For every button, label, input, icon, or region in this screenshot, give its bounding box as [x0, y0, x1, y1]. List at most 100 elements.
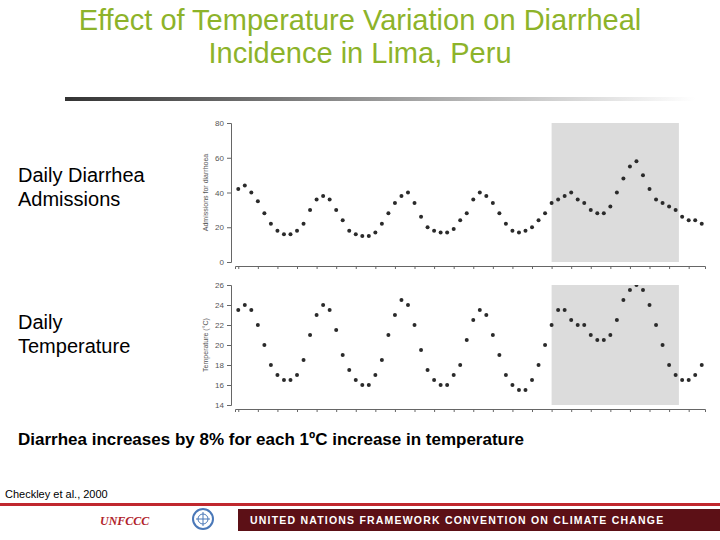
tick-mark	[395, 409, 396, 412]
x-tick	[650, 266, 651, 269]
data-point	[262, 211, 266, 215]
tick-mark	[454, 409, 455, 412]
data-point	[661, 201, 665, 205]
data-point	[582, 323, 586, 327]
data-point	[406, 303, 410, 307]
x-tick	[297, 266, 298, 269]
x-tick	[238, 409, 239, 412]
data-point	[589, 208, 593, 212]
x-tick	[473, 409, 474, 412]
x-axis	[236, 409, 706, 412]
data-point	[275, 229, 279, 233]
x-tick	[630, 266, 631, 269]
data-point	[445, 230, 449, 234]
x-tick	[454, 266, 455, 269]
x-tick	[238, 266, 239, 269]
x-tick	[434, 409, 435, 412]
data-point	[569, 318, 573, 322]
data-point	[654, 197, 658, 201]
data-point	[530, 225, 534, 229]
data-point	[484, 313, 488, 317]
data-point	[602, 211, 606, 215]
data-point	[602, 338, 606, 342]
data-point	[386, 333, 390, 337]
tick-label: 80	[215, 119, 224, 128]
tick-mark	[669, 266, 670, 269]
tick-mark	[689, 266, 690, 269]
y-axis: 020406080	[215, 119, 231, 267]
data-point	[608, 333, 612, 337]
x-tick	[434, 266, 435, 269]
tick-mark	[227, 385, 231, 386]
y-tick: 26	[215, 281, 231, 290]
tick-mark	[395, 266, 396, 269]
tick-mark	[532, 409, 533, 412]
data-point	[413, 323, 417, 327]
y-tick: 24	[215, 301, 231, 310]
data-point	[275, 373, 279, 377]
tick-mark	[356, 266, 357, 269]
slide-title: Effect of Temperature Variation on Diarr…	[70, 4, 650, 70]
data-point	[308, 208, 312, 212]
y-tick: 18	[215, 361, 231, 370]
data-point	[634, 159, 638, 163]
y-tick: 80	[215, 119, 231, 128]
x-tick	[630, 409, 631, 412]
tick-mark	[415, 409, 416, 412]
data-point	[269, 363, 273, 367]
data-point	[243, 184, 247, 188]
tick-mark	[277, 266, 278, 269]
data-point	[497, 353, 501, 357]
data-point	[550, 201, 554, 205]
tick-label: 24	[215, 301, 224, 310]
axis-title: Admissions for diarrhoea	[202, 154, 209, 232]
source: Checkley et al., 2000	[5, 488, 108, 500]
tick-label: 20	[215, 223, 224, 232]
data-point	[667, 363, 671, 367]
tick-mark	[297, 409, 298, 412]
data-point	[406, 191, 410, 195]
data-point	[373, 373, 377, 377]
tick-mark	[227, 123, 231, 124]
data-point	[680, 378, 684, 382]
y-tick: 22	[215, 321, 231, 330]
tick-mark	[434, 266, 435, 269]
tick-mark	[571, 266, 572, 269]
slide-canvas: 020406080Admissions for diarrhoea1416182…	[0, 0, 720, 540]
data-point	[504, 373, 508, 377]
y-tick: 60	[215, 154, 231, 163]
x-tick	[395, 409, 396, 412]
tick-label: 26	[215, 281, 224, 290]
data-point	[452, 373, 456, 377]
data-point	[380, 358, 384, 362]
tick-mark	[277, 409, 278, 412]
tick-mark	[227, 285, 231, 286]
tick-mark	[689, 409, 690, 412]
tick-label: 40	[215, 189, 224, 198]
axis-title: Temperature (°C)	[202, 318, 210, 372]
data-point	[321, 194, 325, 198]
data-point	[550, 323, 554, 327]
data-point	[373, 230, 377, 234]
tick-label: 16	[215, 381, 224, 390]
data-point	[563, 308, 567, 312]
y-axis: 14161820222426	[215, 281, 231, 410]
data-point	[465, 211, 469, 215]
tick-mark	[610, 266, 611, 269]
data-point	[341, 353, 345, 357]
x-tick	[493, 409, 494, 412]
x-tick	[415, 409, 416, 412]
x-tick	[317, 409, 318, 412]
data-point	[680, 215, 684, 219]
data-point	[256, 199, 260, 203]
data-point	[295, 229, 299, 233]
tick-label: 20	[215, 341, 224, 350]
x-tick	[689, 409, 690, 412]
data-point	[621, 298, 625, 302]
x-tick	[473, 266, 474, 269]
data-point	[471, 318, 475, 322]
data-point	[478, 308, 482, 312]
data-point	[269, 222, 273, 226]
data-point	[674, 373, 678, 377]
data-point	[523, 388, 527, 392]
